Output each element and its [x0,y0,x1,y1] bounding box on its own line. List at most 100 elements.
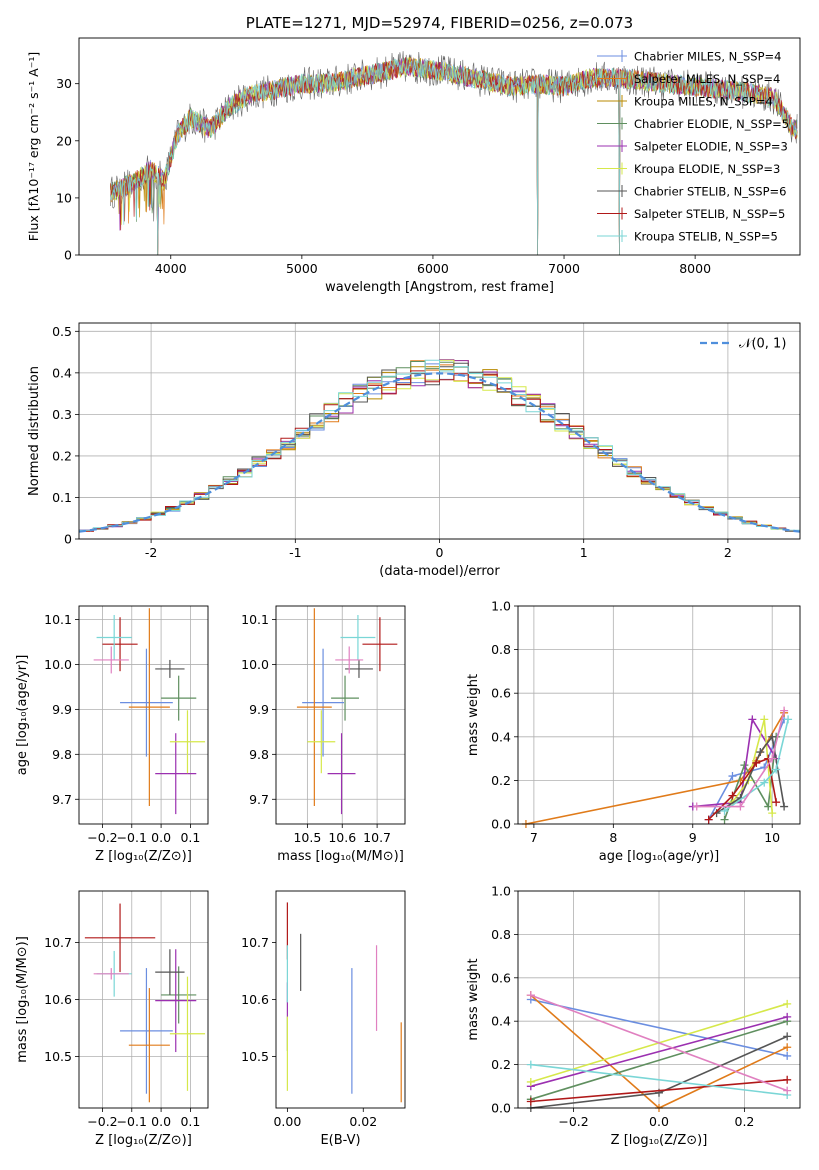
y-axis-label: Normed distribution [27,366,42,496]
x-axis-label: age [log₁₀(age/yr)] [599,849,720,864]
y-tick-label: 10.1 [44,612,72,627]
y-tick-label: 1.0 [491,884,511,899]
y-tick-label: 20 [56,133,72,148]
weight-marker-yellow [768,809,777,818]
legend-label: 𝒩(0, 1) [739,337,786,352]
legend-label: Kroupa STELIB, N_SSP=5 [634,230,778,244]
weight-marker-purple [783,1012,792,1021]
weight-marker-gray [780,802,789,811]
axes-frame [78,37,801,256]
x-tick-label: 0.0 [649,1114,669,1129]
x-tick-label: 7000 [548,261,580,276]
weight-marker-red [526,1097,535,1106]
y-tick-label: 0.0 [491,1101,511,1116]
weight-marker-blue [783,1051,792,1060]
y-tick-label: 9.7 [52,792,72,807]
legend-label: Chabrier MILES, N_SSP=4 [634,50,781,64]
y-tick-label: 9.8 [249,747,269,762]
y-tick-label: 1.0 [491,599,511,614]
y-tick-label: 0.2 [491,1057,511,1072]
chart-title: PLATE=1271, MJD=52974, FIBERID=0256, z=0… [246,14,633,32]
y-tick-label: 10 [56,190,72,205]
y-tick-label: 10.7 [241,935,269,950]
legend-label: Salpeter STELIB, N_SSP=5 [634,207,785,221]
weight-marker-red [728,791,737,800]
x-tick-label: 9 [689,830,697,845]
weight-marker-gray [783,1032,792,1041]
x-axis-label: Z [log₁₀(Z/Z⊙)] [95,1133,192,1148]
age-vs-mass-panel: 10.5 10.6 10.7 9.7 9.8 9.9 10.0 10.1 mass [log₁₀… [241,605,406,864]
x-axis-label: (data-model)/error [379,564,500,579]
axes-frame [517,890,801,1109]
legend-label: Chabrier ELODIE, N_SSP=5 [634,117,789,131]
y-tick-label: 9.8 [52,747,72,762]
age-vs-metallicity-panel: −0.2−0.1 0.0 0.1 9.7 9.8 9.9 10.0 10.1 Z [log₁₀(… [15,605,209,864]
y-tick-label: 0.3 [52,407,72,422]
weight-vs-age-panel: 7 8 9 10 0.0 0.2 0.4 0.6 0.8 1.0 age [log₁₀(age/yr… [466,599,801,864]
legend-label: Salpeter MILES, N_SSP=4 [634,72,780,86]
x-tick-label: −0.1 [117,1114,147,1129]
weight-marker-cyan [772,765,781,774]
weight-marker-blue [728,772,737,781]
y-tick-label: 10.5 [241,1049,269,1064]
weight-line-purple [692,717,777,808]
y-tick-label: 9.9 [249,702,269,717]
weight-marker-red [772,798,781,807]
y-axis-label: mass weight [466,674,481,756]
x-tick-label: -2 [145,545,157,560]
weight-marker-gray [768,732,777,741]
x-tick-label: −0.1 [117,830,147,845]
y-axis-label: age [log₁₀(age/yr)] [15,655,30,776]
weight-marker-yellow [526,1077,535,1086]
y-tick-label: 0.8 [491,927,511,942]
legend-label: Salpeter ELODIE, N_SSP=3 [634,140,788,154]
x-tick-label: 4000 [155,261,187,276]
y-axis-label: Flux [fλ10⁻¹⁷ erg cm⁻² s⁻¹ A⁻¹] [26,52,41,241]
y-tick-label: 0.8 [491,642,511,657]
weight-marker-pink [768,754,777,763]
x-tick-label: 5000 [286,261,318,276]
y-tick-label: 10.6 [241,992,269,1007]
x-tick-label: 1 [580,545,588,560]
weight-marker-pink [736,802,745,811]
y-tick-label: 0.5 [52,324,72,339]
x-axis-label: wavelength [Angstrom, rest frame] [325,280,554,295]
y-tick-label: 9.7 [249,792,269,807]
weight-marker-orange [783,1043,792,1052]
weight-line-pink [530,994,788,1092]
y-tick-label: 0.6 [491,970,511,985]
weight-marker-gray [712,809,721,818]
x-axis-label: Z [log₁₀(Z/Z⊙)] [611,1133,708,1148]
y-tick-label: 10.6 [44,992,72,1007]
weight-marker-pink [526,991,535,1000]
y-tick-label: 30 [56,76,72,91]
axes-frame [78,322,801,540]
x-tick-label: 10.7 [363,830,391,845]
weight-marker-red [783,1075,792,1084]
x-tick-label: 0.2 [735,1114,755,1129]
x-tick-label: 0.0 [151,1114,171,1129]
y-tick-label: 0 [64,248,72,263]
y-tick-label: 10.7 [44,935,72,950]
weight-marker-green [720,815,729,824]
axes-frame [275,890,406,1109]
x-axis-label: E(B-V) [320,1133,360,1148]
spectrum-panel: 4000 5000 6000 7000 8000 0 10 20 30 wavelength [A… [26,14,801,295]
weight-marker-green [740,761,749,770]
x-tick-label: 0.02 [349,1114,377,1129]
mass-vs-metallicity-panel: −0.2−0.1 0.0 0.1 10.5 10.6 10.7 Z [log₁₀(Z/Z⊙)… [15,890,209,1148]
mass-vs-ebv-panel: 0.00 0.02 10.5 10.6 10.7 E(B-V) [241,890,406,1148]
axes-frame [78,605,209,825]
weight-line-cyan [530,1063,788,1096]
x-tick-label: -1 [289,545,301,560]
spectrum-line-cyan [110,57,798,255]
legend-label: Kroupa MILES, N_SSP=4 [634,95,773,109]
x-tick-label: −0.2 [87,830,117,845]
x-tick-label: −0.2 [558,1114,588,1129]
x-tick-label: 0 [436,545,444,560]
y-tick-label: 0.1 [52,490,72,505]
x-tick-label: 0.0 [151,830,171,845]
x-tick-label: 2 [724,545,732,560]
y-tick-label: 10.1 [241,612,269,627]
